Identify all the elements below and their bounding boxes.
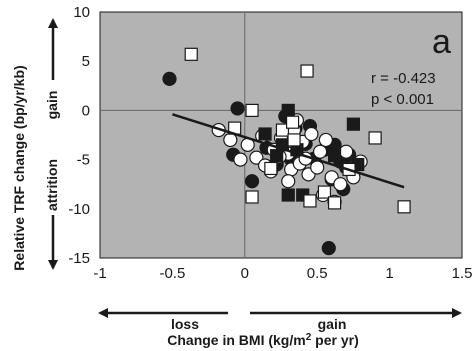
open-circle-point [339,144,354,159]
open-square-point [245,103,259,118]
y-attrition-label: attrition [44,159,60,211]
filled-square-point [346,117,360,131]
x-tick-label: 0 [241,265,249,282]
points-layer [162,47,411,256]
ticks-layer: -1 -0.5 0 0.5 1 1.5 10 5 0 -5 -10 -15 [68,4,472,282]
filled-circle-point [321,241,336,256]
regression-line [172,113,405,189]
r-value-annotation: r = -0.423 [371,70,436,87]
filled-square-point [281,103,295,118]
x-tick-label: 1.5 [452,265,473,282]
y-axis-label: Relative TRF change (bp/yr/kb) [11,65,27,270]
y-tick-label: 5 [82,53,90,70]
open-square-point [245,190,259,204]
x-loss-label: loss [171,316,199,332]
y-tick-label: -5 [77,152,90,169]
y-tick-label: -15 [68,250,90,267]
filled-square-point [281,188,295,202]
open-square-point [184,47,198,61]
open-circle-point [223,132,238,148]
open-square-point [285,115,300,129]
filled-circle-point [162,71,177,87]
x-tick-label: -0.5 [159,265,185,282]
x-axis-label: Change in BMI (kg/m2 per yr) [167,332,358,349]
x-tick-label: 0.5 [307,265,328,282]
open-square-point [303,194,317,208]
open-square-point [264,161,278,176]
open-circle-point [233,152,248,167]
open-square-point [287,133,301,147]
y-tick-label: -10 [68,201,90,218]
open-square-point [397,200,411,214]
x-gain-label: gain [318,316,347,332]
filled-square-point [327,149,342,163]
open-circle-point [333,177,348,192]
open-circle-point [310,160,325,175]
open-square-point [368,131,382,145]
filled-circle-point [230,101,245,116]
open-square-point [317,185,332,199]
open-square-point [275,123,290,137]
open-circle-point [249,150,264,165]
y-tick-label: 0 [82,102,90,119]
open-square-point [300,64,314,78]
open-circle-point [312,144,328,159]
open-circle-point [304,126,319,142]
p-value-annotation: p < 0.001 [371,91,434,108]
open-circle-point [281,174,296,189]
filled-circle-point [244,174,260,189]
open-circle-point [318,132,333,148]
filled-square-point [258,127,272,141]
open-square-point [327,196,342,210]
y-tick-label: 10 [73,4,90,21]
x-tick-label: -1 [93,265,106,282]
filled-square-point [270,149,284,163]
y-gain-label: gain [44,91,60,120]
x-tick-label: 1 [385,265,393,282]
panel-label: a [432,23,451,61]
